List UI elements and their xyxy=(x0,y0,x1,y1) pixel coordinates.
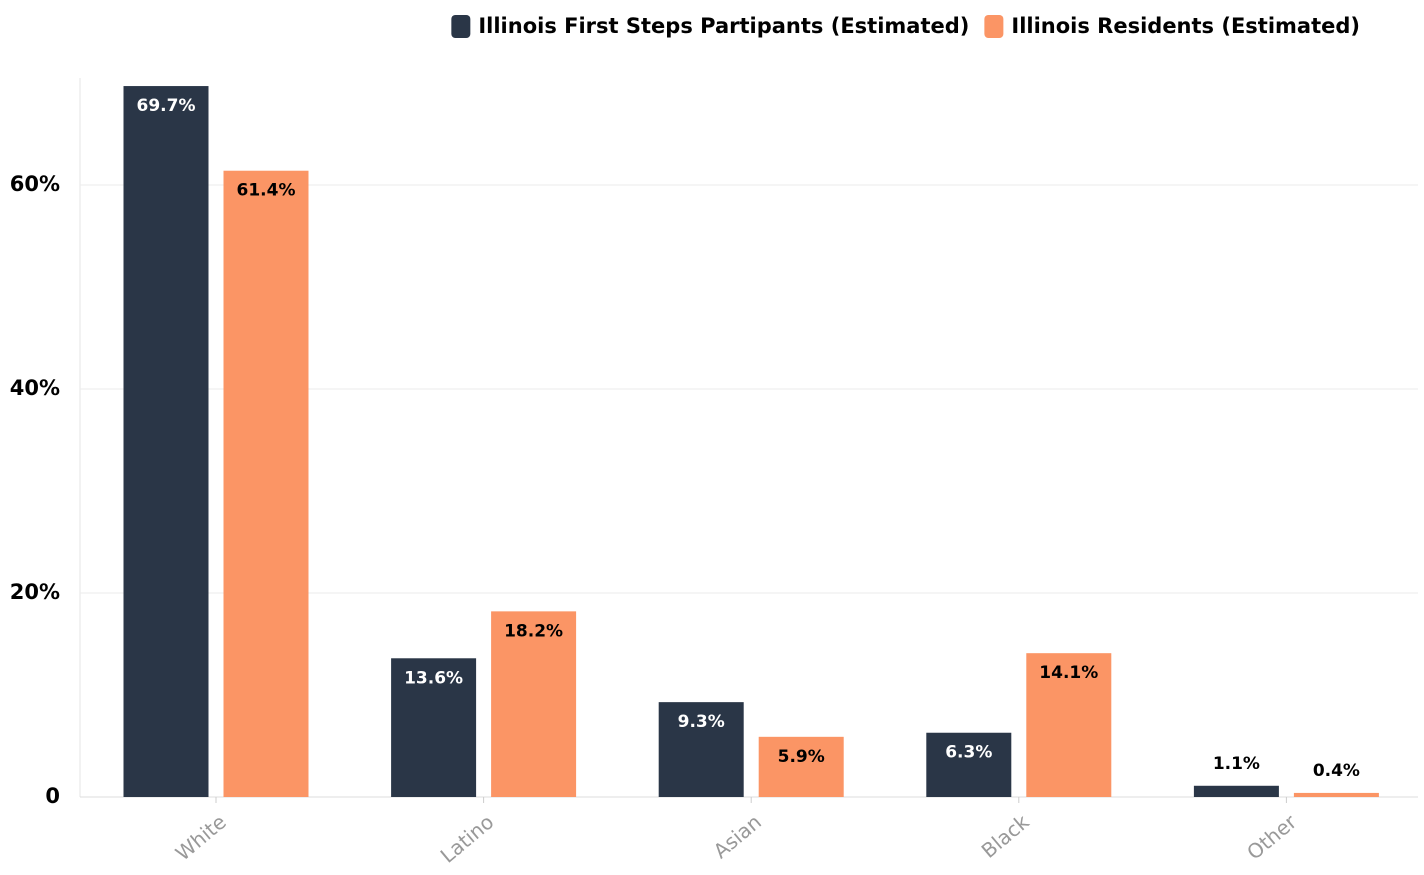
value-label: 9.3% xyxy=(678,712,725,732)
y-tick-label: 60% xyxy=(10,172,60,196)
y-tick-label: 0 xyxy=(45,784,60,808)
value-label: 13.6% xyxy=(404,668,463,688)
bar xyxy=(658,702,744,797)
bar xyxy=(491,611,577,797)
legend-label: Illinois Residents (Estimated) xyxy=(1011,14,1360,38)
y-tick-label: 20% xyxy=(10,580,60,604)
value-label: 0.4% xyxy=(1313,761,1360,781)
y-tick-label: 40% xyxy=(10,376,60,400)
bar xyxy=(1293,792,1379,797)
x-tick-label: Asian xyxy=(709,810,766,863)
bar xyxy=(391,658,477,797)
value-label: 5.9% xyxy=(778,747,825,767)
legend-swatch xyxy=(451,15,471,38)
x-tick-label: Other xyxy=(1242,809,1302,864)
value-label: 18.2% xyxy=(504,621,563,641)
bar xyxy=(926,732,1012,797)
legend-swatch xyxy=(984,15,1004,38)
bar xyxy=(1026,653,1112,797)
value-label: 69.7% xyxy=(137,96,196,116)
value-label: 6.3% xyxy=(945,743,992,763)
value-label: 14.1% xyxy=(1039,663,1098,683)
bar xyxy=(758,736,844,797)
bar xyxy=(223,170,309,798)
bar xyxy=(123,86,209,797)
bar xyxy=(1193,785,1279,797)
x-tick-label: Latino xyxy=(436,810,499,868)
value-label: 61.4% xyxy=(237,181,296,201)
x-tick-label: White xyxy=(171,810,231,866)
legend-label: Illinois First Steps Partipants (Estimat… xyxy=(478,14,969,38)
x-tick-label: Black xyxy=(977,809,1034,862)
value-label: 1.1% xyxy=(1213,754,1260,774)
